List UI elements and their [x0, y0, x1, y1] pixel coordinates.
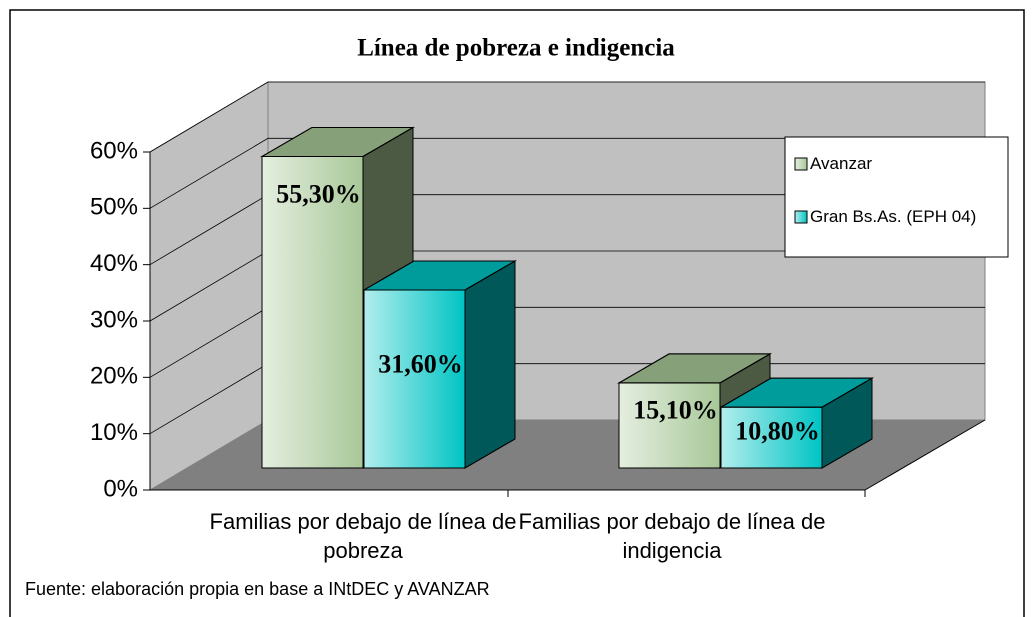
- data-label: 31,60%: [378, 350, 463, 379]
- bar-front-shine: [618, 382, 721, 469]
- y-tick-label: 10%: [90, 419, 138, 446]
- data-label: 15,10%: [633, 396, 718, 425]
- bar-top-shade: [719, 377, 874, 408]
- bar-top-shade: [362, 260, 517, 291]
- y-tick-label: 30%: [90, 306, 138, 333]
- bar-top-shade: [260, 126, 415, 157]
- y-tick-label: 40%: [90, 250, 138, 277]
- x-tick-label: Familias por debajo de línea de pobreza: [209, 509, 517, 563]
- y-tick-label: 60%: [90, 137, 138, 164]
- legend-label: Avanzar: [810, 154, 873, 173]
- chart-border: [9, 9, 1025, 617]
- grid-line: [149, 81, 985, 153]
- grid-line: [149, 137, 985, 209]
- bar-front-shine: [363, 289, 466, 469]
- data-label: 55,30%: [276, 179, 361, 208]
- y-tick-label: 50%: [90, 194, 138, 221]
- floor-edge: [864, 419, 986, 491]
- bar-top-shade: [617, 353, 772, 384]
- bar-side-shade: [464, 260, 516, 469]
- legend-swatch-shine: [794, 157, 808, 171]
- bars: 55,30% 15,10% 31,60% 10,80%: [260, 126, 874, 469]
- y-tick-label: 20%: [90, 363, 138, 390]
- legend-swatch-shine: [794, 210, 808, 224]
- legend-label: Gran Bs.As. (EPH 04): [810, 207, 977, 226]
- bar: [362, 260, 517, 469]
- legend-box: [784, 136, 1009, 258]
- bar-front-shine: [261, 155, 364, 469]
- data-label: 10,80%: [735, 416, 820, 445]
- footnote: Fuente: elaboración propia en base a INt…: [25, 579, 490, 599]
- bar: [719, 377, 874, 469]
- chart-title: Línea de pobreza e indigencia: [357, 35, 675, 62]
- y-tick-label: 0%: [103, 475, 138, 502]
- x-tick-label: Familias por debajo de línea de indigenc…: [518, 509, 826, 563]
- bar-front-shine: [720, 406, 823, 469]
